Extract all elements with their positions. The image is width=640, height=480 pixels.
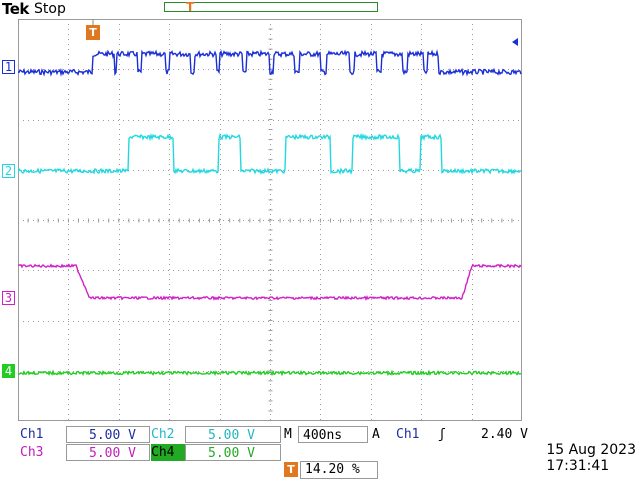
trigger-level-arrow	[512, 38, 518, 46]
record-view-bar	[164, 2, 378, 12]
ch2-scale[interactable]: 5.00 V	[185, 426, 281, 443]
graticule	[18, 19, 522, 421]
acquisition-status: Stop	[34, 1, 66, 17]
ch1-marker[interactable]: 1	[2, 60, 15, 74]
trigger-position-readout[interactable]: 14.20 %	[300, 461, 378, 479]
time: 17:31:41	[546, 458, 610, 474]
waveform-display	[18, 19, 522, 421]
trigger-mode: A	[372, 427, 380, 442]
ch2-label[interactable]: Ch2	[151, 427, 175, 442]
ch4-scale[interactable]: 5.00 V	[185, 444, 281, 461]
ch3-marker[interactable]: 3	[2, 291, 15, 305]
trigger-slope-icon: ʃ	[438, 427, 446, 442]
trigger-level[interactable]: 2.40 V	[481, 427, 528, 442]
ch3-label[interactable]: Ch3	[20, 445, 44, 460]
waveform-traces	[18, 19, 522, 377]
trigger-badge: T	[86, 25, 100, 40]
timebase-label: M	[284, 427, 292, 442]
ch2-trace	[18, 132, 522, 176]
ch1-trace	[18, 49, 522, 77]
ch3-scale[interactable]: 5.00 V	[66, 444, 150, 461]
ch2-marker[interactable]: 2	[2, 164, 15, 178]
timebase-value[interactable]: 400ns	[298, 426, 368, 443]
date-time: 15 Aug 2023 17:31:41	[546, 442, 636, 474]
ch4-trace	[18, 369, 522, 377]
trigger-source[interactable]: Ch1	[396, 427, 420, 442]
ch4-label[interactable]: Ch4	[151, 444, 185, 461]
trigger-icon: T	[284, 462, 298, 477]
ch1-scale[interactable]: 5.00 V	[66, 426, 150, 443]
brand-logo: Tek	[2, 0, 29, 18]
ch4-marker[interactable]: 4	[2, 364, 15, 378]
date: 15 Aug 2023	[546, 442, 636, 458]
ch3-trace	[18, 263, 522, 302]
ch1-label[interactable]: Ch1	[20, 427, 44, 442]
trigger-position-marker: T	[186, 0, 195, 14]
